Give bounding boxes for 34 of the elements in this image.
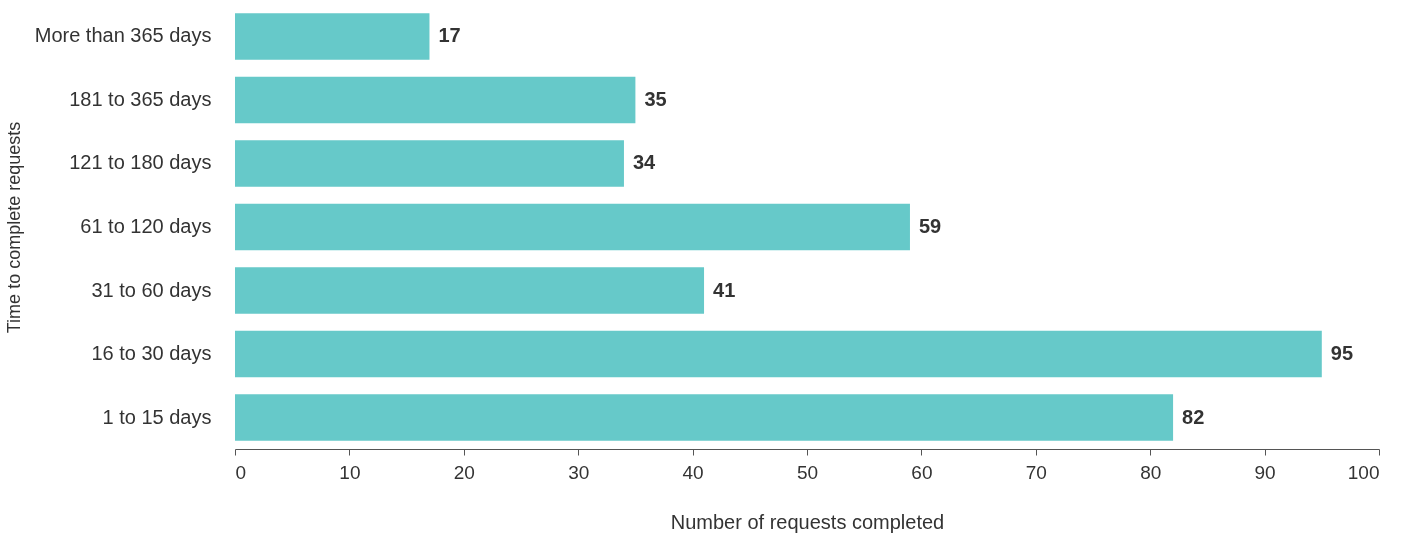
x-tick-label: 60 xyxy=(911,461,933,483)
x-tick-label: 10 xyxy=(339,461,361,483)
data-label: 95 xyxy=(1330,342,1354,365)
x-tick-label: 50 xyxy=(796,461,819,483)
y-tick-label: 121 to 180 days xyxy=(69,151,212,174)
bar xyxy=(235,76,636,124)
data-label: 59 xyxy=(918,215,942,237)
y-tick-label: 61 to 120 days xyxy=(80,215,212,237)
y-tick-label: 181 to 365 days xyxy=(69,87,212,110)
y-tick-label: More than 365 days xyxy=(34,24,212,47)
x-tick-label: 80 xyxy=(1140,461,1162,483)
data-label: 35 xyxy=(644,87,667,110)
x-axis-title: Number of requests completed xyxy=(670,510,945,533)
x-tick-label: 20 xyxy=(453,461,475,483)
bar xyxy=(235,13,430,60)
bar xyxy=(235,140,624,187)
x-tick-label: 100 xyxy=(1347,461,1380,483)
data-label: 82 xyxy=(1182,405,1205,428)
bar xyxy=(235,203,910,251)
bar xyxy=(235,394,1174,441)
y-axis-title: Time to complete requests xyxy=(3,121,24,334)
data-label: 34 xyxy=(632,151,657,174)
y-tick-label: 31 to 60 days xyxy=(91,278,212,301)
y-tick-label: 1 to 15 days xyxy=(102,405,212,428)
x-tick-label: 30 xyxy=(568,461,590,483)
bar xyxy=(235,330,1322,378)
y-tick-label: 16 to 30 days xyxy=(91,342,212,365)
bar xyxy=(235,267,705,314)
data-label: 41 xyxy=(713,278,736,301)
x-tick-label: 40 xyxy=(682,461,704,483)
x-tick-label: 0 xyxy=(235,461,247,483)
data-label: 17 xyxy=(438,24,461,47)
x-tick-label: 90 xyxy=(1254,461,1276,483)
x-tick-label: 70 xyxy=(1025,461,1047,483)
